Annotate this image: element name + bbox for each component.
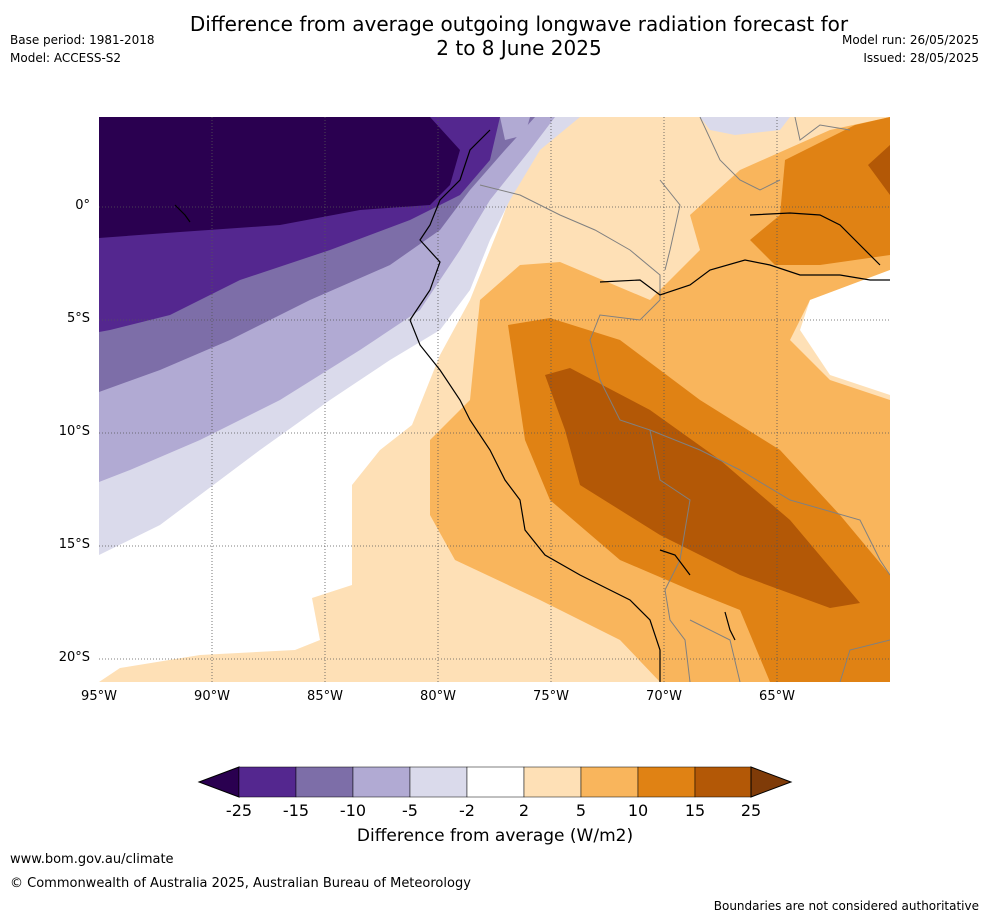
colorbar-tick: -15 [282, 801, 310, 820]
colorbar-tick: -25 [225, 801, 253, 820]
colorbar-label: Difference from average (W/m2) [356, 826, 634, 846]
lon-label-75w: 75°W [533, 689, 569, 704]
colorbar-tick: -10 [339, 801, 367, 820]
colorbar-tick: 15 [684, 801, 706, 820]
colorbar-extend-low [197, 766, 240, 798]
country-boundaries [479, 117, 890, 682]
colorbar-extend-high [750, 766, 793, 798]
lat-label-5s: 5°S [66, 311, 90, 326]
region-pos15 [545, 368, 860, 608]
colorbar-tick: 5 [575, 801, 587, 820]
lat-label-20s: 20°S [58, 650, 90, 665]
region-zero-east [800, 270, 890, 395]
meta-left: Base period: 1981-2018 Model: ACCESS-S2 [10, 31, 155, 67]
lon-label-95w: 95°W [81, 689, 117, 704]
colorbar-swatch-1 [295, 766, 354, 798]
colorbar-swatch-4 [466, 766, 525, 798]
colorbar-swatch-0 [238, 766, 297, 798]
issued-date: Issued: 28/05/2025 [863, 51, 979, 65]
lon-label-80w: 80°W [420, 689, 456, 704]
map-title: Difference from average outgoing longwav… [150, 12, 888, 60]
lat-label-10s: 10°S [58, 424, 90, 439]
colorbar [197, 766, 793, 798]
colorbar-swatch-7 [637, 766, 696, 798]
colorbar-swatch-6 [580, 766, 639, 798]
lon-label-65w: 65°W [759, 689, 795, 704]
coastlines [174, 129, 890, 682]
title-line-2: 2 to 8 June 2025 [436, 36, 602, 60]
colorbar-tick: 25 [740, 801, 762, 820]
region-pos10-east [750, 117, 890, 265]
colorbar-swatch-2 [352, 766, 411, 798]
contour-layer [99, 117, 890, 682]
base-period: Base period: 1981-2018 [10, 33, 155, 47]
lon-label-85w: 85°W [307, 689, 343, 704]
lon-label-90w: 90°W [194, 689, 230, 704]
gridlines [99, 117, 890, 682]
title-line-1: Difference from average outgoing longwav… [189, 12, 849, 36]
region-neg5-patch [500, 117, 530, 140]
colorbar-swatch-3 [409, 766, 468, 798]
lat-label-15s: 15°S [58, 537, 90, 552]
colorbar-swatch-8 [694, 766, 752, 798]
colorbar-tick: 10 [627, 801, 649, 820]
region-pos15-ne [868, 145, 890, 195]
region-neg2-ne [700, 117, 790, 135]
colorbar-tick: -5 [402, 801, 418, 820]
meta-right: Model run: 26/05/2025 Issued: 28/05/2025 [842, 31, 979, 67]
model-run: Model run: 26/05/2025 [841, 33, 979, 47]
colorbar-tick: 2 [518, 801, 530, 820]
lat-label-0: 0° [75, 198, 90, 213]
footer-disclaimer: Boundaries are not considered authoritat… [713, 899, 979, 913]
colorbar-tick: -2 [459, 801, 475, 820]
footer-url[interactable]: www.bom.gov.au/climate [10, 852, 174, 867]
region-neg25 [99, 117, 460, 238]
colorbar-swatch-5 [523, 766, 582, 798]
lon-label-70w: 70°W [646, 689, 682, 704]
footer-copyright: © Commonwealth of Australia 2025, Austra… [10, 876, 471, 891]
model-name: Model: ACCESS-S2 [10, 51, 122, 65]
